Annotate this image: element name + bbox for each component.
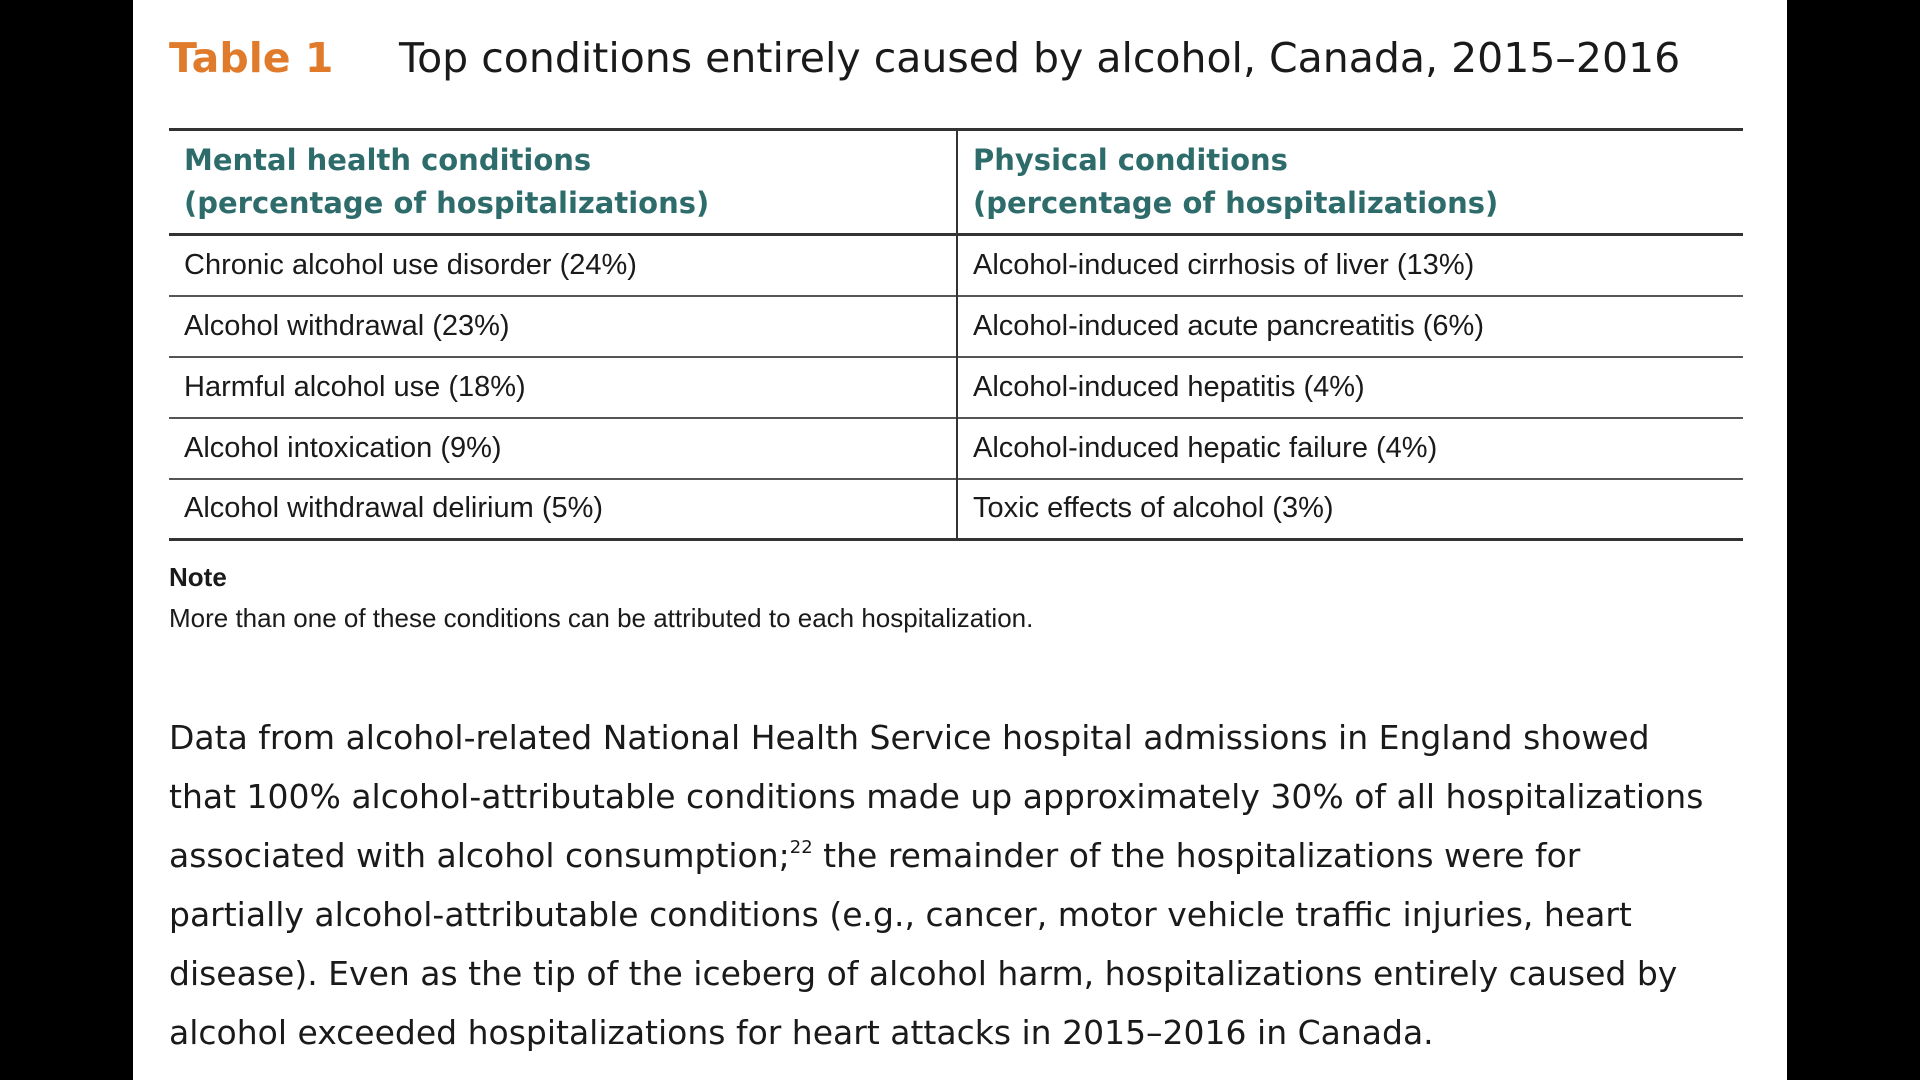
paragraph-line: that 100% alcohol-attributable condition… [169,777,1704,816]
paragraph-text: the remainder of the hospitalizations we… [812,836,1581,875]
header-physical-title: Physical conditions [973,143,1288,177]
mental-condition-cell: Chronic alcohol use disorder (24%) [169,234,958,296]
document-page: Table 1 Top conditions entirely caused by… [133,0,1787,1080]
paragraph-line: partially alcohol-attributable condition… [169,895,1632,934]
table-row: Alcohol intoxication (9%) Alcohol-induce… [169,417,1743,479]
paragraph-line: associated with alcohol consumption;22 t… [169,826,1779,885]
header-mental-health: Mental health conditions (percentage of … [169,129,958,235]
header-physical-subtitle: (percentage of hospitalizations) [973,186,1499,220]
paragraph-line: Data from alcohol-related National Healt… [169,718,1650,757]
paragraph-text: associated with alcohol consumption; [169,836,790,875]
mental-condition-cell: Harmful alcohol use (18%) [169,356,958,418]
table-heading: Table 1 Top conditions entirely caused by… [169,30,1680,86]
paragraph-line: disease). Even as the tip of the iceberg… [169,954,1678,993]
table-row: Alcohol withdrawal (23%) Alcohol-induced… [169,295,1743,357]
mental-condition-cell: Alcohol withdrawal (23%) [169,295,958,357]
table-title: Top conditions entirely caused by alcoho… [399,34,1681,82]
mental-condition-cell: Alcohol withdrawal delirium (5%) [169,478,958,540]
physical-condition-cell: Alcohol-induced hepatic failure (4%) [973,431,1438,464]
body-paragraph: Data from alcohol-related National Healt… [169,708,1779,1062]
header-mental-health-subtitle: (percentage of hospitalizations) [184,186,710,220]
reference-superscript: 22 [789,837,813,858]
physical-condition-cell: Toxic effects of alcohol (3%) [973,492,1334,525]
header-mental-health-title: Mental health conditions [184,143,592,177]
note-text: More than one of these conditions can be… [169,603,1034,633]
physical-condition-cell: Alcohol-induced hepatitis (4%) [973,370,1365,403]
conditions-table: Mental health conditions (percentage of … [169,128,1743,541]
note-label: Note [169,562,227,592]
mental-condition-cell: Alcohol intoxication (9%) [169,417,958,479]
table-header-row: Mental health conditions (percentage of … [169,129,1743,235]
table-row: Alcohol withdrawal delirium (5%) Toxic e… [169,478,1743,540]
table-row: Harmful alcohol use (18%) Alcohol-induce… [169,356,1743,418]
table-row: Chronic alcohol use disorder (24%) Alcoh… [169,234,1743,296]
paragraph-line: alcohol exceeded hospitalizations for he… [169,1013,1434,1052]
physical-condition-cell: Alcohol-induced acute pancreatitis (6%) [973,309,1484,342]
table-number: Table 1 [169,34,334,82]
header-physical: Physical conditions (percentage of hospi… [957,130,1743,235]
physical-condition-cell: Alcohol-induced cirrhosis of liver (13%) [973,248,1475,281]
